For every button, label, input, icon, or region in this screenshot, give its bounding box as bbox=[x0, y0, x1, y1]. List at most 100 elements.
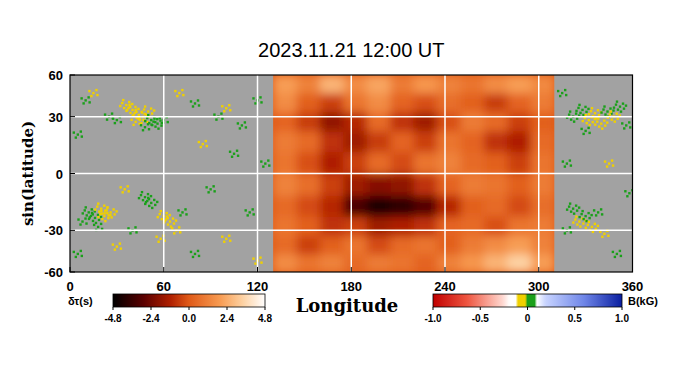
magnetic-dot bbox=[584, 130, 586, 132]
magnetic-dot bbox=[252, 213, 254, 215]
magnetic-dot bbox=[585, 227, 587, 229]
magnetic-dot bbox=[587, 212, 589, 214]
magnetic-dot bbox=[135, 109, 137, 111]
magnetic-dot bbox=[98, 219, 100, 221]
travel-time-cell bbox=[484, 112, 508, 132]
magnetic-patch bbox=[244, 208, 254, 216]
x-tick-label: 60 bbox=[157, 279, 171, 294]
magnetic-dot bbox=[595, 214, 597, 216]
magnetic-dot bbox=[594, 123, 596, 125]
magnetic-dot bbox=[153, 109, 155, 111]
magnetic-dot bbox=[576, 209, 578, 211]
colorbar-tick-label: -0.5 bbox=[472, 313, 490, 324]
magnetic-dot bbox=[628, 121, 630, 123]
magnetic-dot bbox=[152, 120, 154, 122]
x-tick bbox=[445, 267, 446, 272]
magnetic-dot bbox=[84, 209, 86, 211]
magnetic-dot bbox=[147, 197, 149, 199]
magnetic-dot bbox=[123, 107, 125, 109]
travel-time-cell bbox=[531, 75, 554, 94]
travel-time-cell bbox=[273, 112, 297, 132]
y-tick bbox=[70, 272, 75, 273]
magnetic-dot bbox=[620, 110, 622, 112]
colorbar-label: B(kG) bbox=[628, 295, 658, 307]
magnetic-dot bbox=[173, 222, 175, 224]
magnetic-dot bbox=[126, 185, 128, 187]
magnetic-dot bbox=[617, 117, 619, 119]
magnetic-dot bbox=[88, 211, 90, 213]
magnetic-dot bbox=[146, 200, 148, 202]
magnetic-dot bbox=[107, 214, 109, 216]
travel-time-cell bbox=[320, 235, 344, 254]
y-tick bbox=[70, 75, 75, 76]
magnetic-dot bbox=[625, 104, 627, 106]
plot-frame bbox=[70, 75, 633, 272]
magnetic-dot bbox=[114, 122, 116, 124]
travel-time-cell bbox=[461, 174, 485, 196]
colorbar-tick-label: 4.8 bbox=[258, 313, 272, 324]
magnetic-dot bbox=[248, 211, 250, 213]
magnetic-dot bbox=[94, 208, 96, 210]
magnetic-dot bbox=[581, 210, 583, 212]
travel-time-cell bbox=[414, 75, 438, 94]
magnetic-dot bbox=[252, 97, 254, 99]
magnetic-patch bbox=[557, 89, 567, 97]
x-tick-label: 180 bbox=[340, 279, 362, 294]
magnetic-dot bbox=[221, 117, 223, 119]
magnetic-dot bbox=[223, 241, 225, 243]
magnetic-dot bbox=[260, 261, 262, 263]
magnetic-dot bbox=[116, 245, 118, 247]
magnetic-dot bbox=[97, 216, 99, 218]
magnetic-dot bbox=[154, 204, 156, 206]
magnetic-patch bbox=[575, 104, 589, 116]
magnetic-patch bbox=[621, 121, 631, 129]
magnetic-dot bbox=[239, 127, 241, 129]
magnetic-dot bbox=[178, 92, 180, 94]
colorbar-tick-label: 1.0 bbox=[615, 313, 629, 324]
magnetic-dot bbox=[611, 118, 613, 120]
travel-time-cell bbox=[414, 254, 438, 272]
travel-time-cell bbox=[297, 254, 321, 272]
magnetic-dot bbox=[229, 151, 231, 153]
travel-time-cell bbox=[508, 195, 532, 216]
travel-time-cell bbox=[390, 75, 414, 94]
magnetic-dot bbox=[264, 162, 266, 164]
magnetic-patch bbox=[163, 215, 177, 227]
magnetic-dot bbox=[587, 224, 589, 226]
magnetic-patch bbox=[97, 210, 111, 222]
travel-time-cell bbox=[531, 93, 554, 112]
magnetic-dot bbox=[603, 233, 605, 235]
magnetic-dot bbox=[600, 122, 602, 124]
magnetic-patch bbox=[112, 242, 122, 250]
magnetic-dot bbox=[122, 99, 124, 101]
magnetic-dot bbox=[590, 214, 592, 216]
magnetic-dot bbox=[112, 243, 114, 245]
magnetic-dot bbox=[142, 129, 144, 131]
y-tick-label: 0 bbox=[56, 167, 63, 182]
magnetic-dot bbox=[198, 255, 200, 257]
colorbar-tick-label: 0.5 bbox=[568, 313, 582, 324]
magnetic-dot bbox=[91, 208, 93, 210]
magnetic-dot bbox=[105, 209, 107, 211]
magnetic-dot bbox=[246, 214, 248, 216]
magnetic-patch bbox=[566, 202, 580, 214]
magnetic-dot bbox=[597, 225, 599, 227]
magnetic-patch bbox=[205, 185, 215, 193]
x-tick bbox=[538, 267, 539, 272]
magnetic-dot bbox=[601, 236, 603, 238]
magnetic-dot bbox=[116, 119, 118, 121]
magnetic-dot bbox=[176, 95, 178, 97]
travel-time-cell bbox=[531, 152, 554, 174]
magnetic-patch bbox=[80, 96, 90, 104]
magnetic-dot bbox=[564, 165, 566, 167]
travel-time-cell bbox=[508, 75, 532, 94]
magnetic-dot bbox=[97, 202, 99, 204]
magnetic-dot bbox=[90, 95, 92, 97]
magnetic-dot bbox=[244, 121, 246, 123]
travel-time-cell bbox=[531, 254, 554, 272]
magnetic-patch bbox=[132, 109, 146, 121]
magnetic-dot bbox=[568, 205, 570, 207]
magnetic-dot bbox=[629, 126, 631, 128]
magnetic-dot bbox=[245, 126, 247, 128]
magnetic-patch bbox=[585, 221, 599, 233]
